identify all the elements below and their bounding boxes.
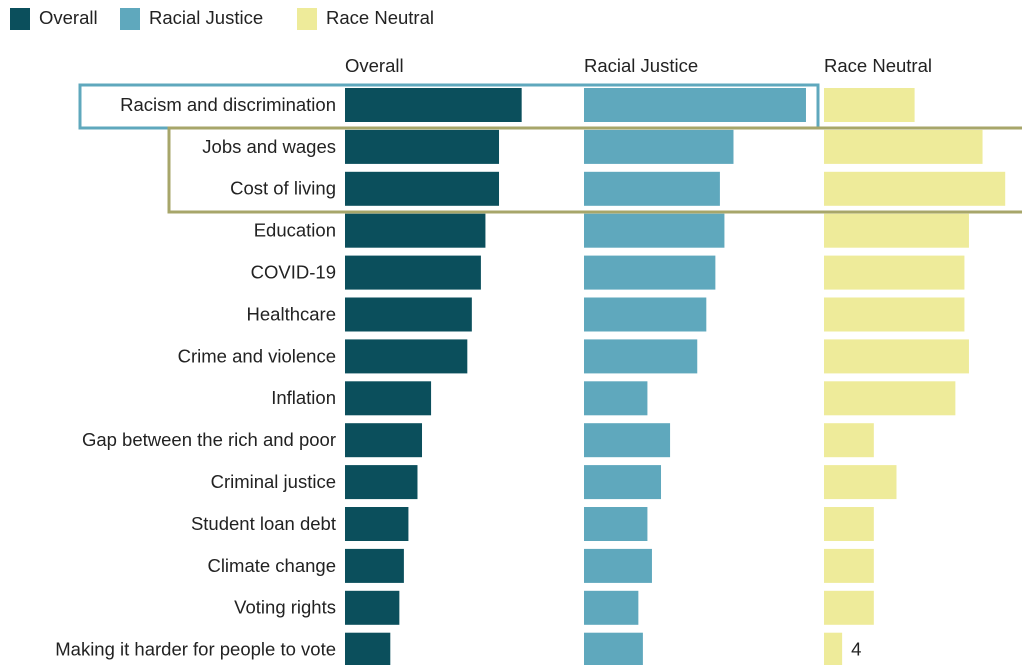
legend-swatch: [297, 8, 317, 30]
bar: [824, 171, 1006, 206]
bar: [345, 88, 522, 122]
bar: [584, 590, 639, 625]
category-label: Crime and violence: [178, 345, 336, 366]
bar: [345, 423, 423, 458]
bar: [345, 339, 468, 374]
category-label: Gap between the rich and poor: [82, 429, 336, 450]
bar: [584, 632, 643, 665]
bar: [345, 548, 404, 583]
bar: [345, 171, 500, 206]
category-label: Cost of living: [230, 178, 336, 199]
category-label: Criminal justice: [211, 471, 336, 492]
column-header: Race Neutral: [824, 55, 932, 76]
value-label: 4: [851, 639, 861, 660]
bar: [584, 297, 707, 332]
bar: [345, 129, 500, 164]
column-header: Racial Justice: [584, 55, 698, 76]
category-label: Inflation: [271, 387, 336, 408]
category-label: Student loan debt: [191, 513, 336, 534]
bar: [824, 632, 843, 665]
category-label: Jobs and wages: [202, 136, 336, 157]
bar: [345, 381, 432, 416]
bar: [584, 423, 671, 458]
bar: [824, 255, 965, 290]
category-label: Healthcare: [247, 303, 336, 324]
bar: [584, 507, 648, 541]
bar: [824, 213, 969, 248]
legend-label: Racial Justice: [149, 7, 263, 28]
bar: [584, 465, 662, 500]
legend-swatch: [10, 8, 30, 30]
bar: [824, 297, 965, 332]
bar: [824, 465, 897, 500]
bar: [345, 213, 486, 248]
bar: [824, 423, 874, 458]
column-header: Overall: [345, 55, 404, 76]
bar: [824, 590, 874, 625]
bar: [584, 129, 734, 164]
bar: [584, 171, 720, 206]
bar: [345, 297, 472, 332]
legend-label: Overall: [39, 7, 98, 28]
bar: [824, 339, 969, 374]
legend-label: Race Neutral: [326, 7, 434, 28]
bar: [345, 465, 418, 500]
bar: [824, 381, 956, 416]
bar: [824, 507, 874, 541]
bar: [345, 590, 400, 625]
bar: [824, 88, 915, 122]
bar: [345, 255, 481, 290]
category-label: Making it harder for people to vote: [55, 639, 336, 660]
bar: [824, 129, 983, 164]
bar: [584, 88, 806, 122]
bar: [584, 255, 716, 290]
bar: [584, 213, 725, 248]
bar: [345, 632, 391, 665]
bar: [584, 339, 698, 374]
highlight-box: [167, 126, 1022, 214]
category-label: Education: [254, 220, 336, 241]
bar: [345, 507, 409, 541]
bar: [584, 548, 652, 583]
legend-swatch: [120, 8, 140, 30]
category-label: Voting rights: [234, 597, 336, 618]
category-label: Climate change: [207, 555, 336, 576]
bar: [824, 548, 874, 583]
category-label: COVID-19: [251, 261, 336, 282]
category-label: Racism and discrimination: [120, 94, 336, 115]
bar: [584, 381, 648, 416]
